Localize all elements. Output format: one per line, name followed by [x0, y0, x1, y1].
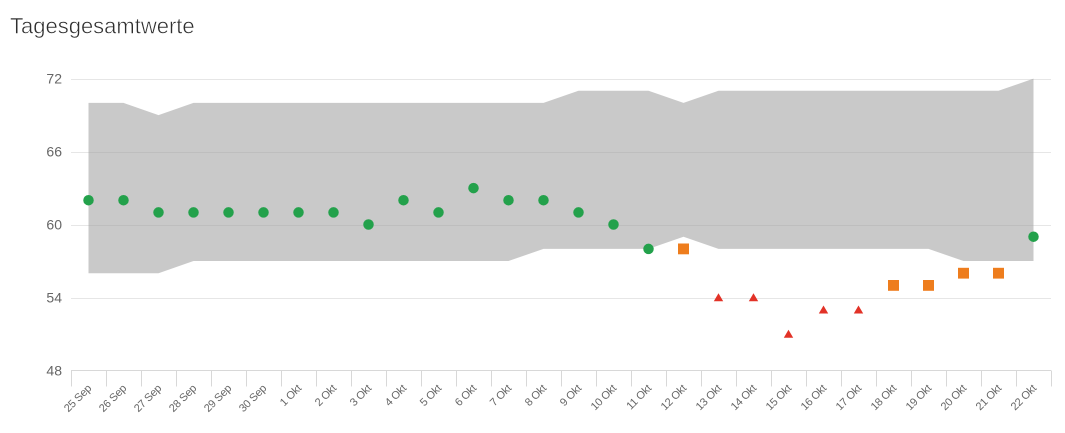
svg-text:Tagesgesamtwerte: Tagesgesamtwerte	[10, 14, 195, 39]
svg-text:66: 66	[46, 144, 62, 160]
svg-text:72: 72	[46, 71, 62, 87]
svg-text:60: 60	[46, 217, 62, 233]
svg-text:48: 48	[46, 363, 62, 379]
svg-text:54: 54	[46, 290, 62, 306]
svg-text:Tagesgesamtwerte: Tagesgesamtwerte	[10, 14, 195, 39]
